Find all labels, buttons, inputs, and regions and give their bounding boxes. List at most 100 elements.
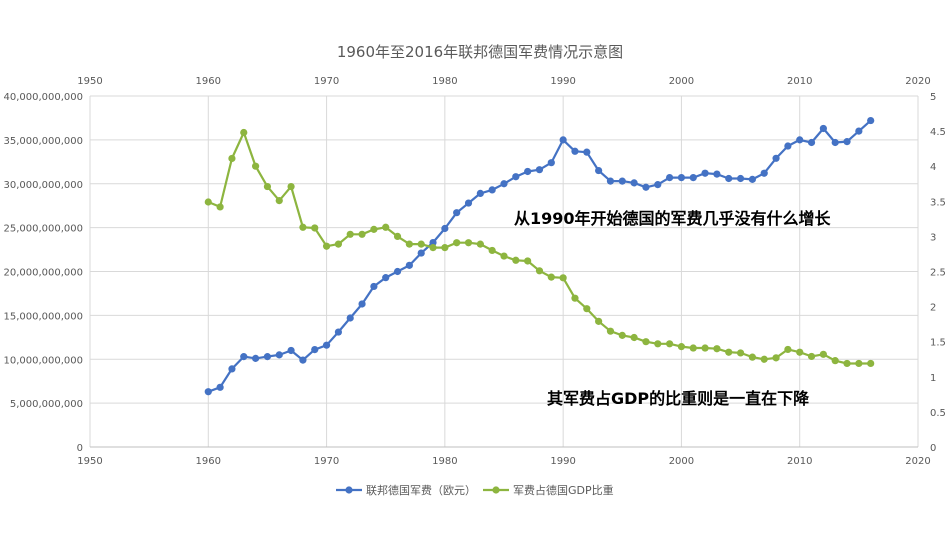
y-right-tick-label: 3.5 (930, 197, 946, 208)
data-point-military-spending (382, 274, 390, 282)
data-point-gdp-share (760, 355, 768, 363)
data-point-military-spending (831, 138, 839, 147)
x-tick-label-bottom: 1970 (314, 456, 339, 467)
data-point-military-spending (736, 174, 745, 183)
data-point-gdp-share (559, 274, 567, 282)
data-point-gdp-share (819, 350, 827, 358)
data-point-gdp-share (595, 317, 603, 325)
axes: 1950 1950 1960 1960 1970 1970 1980 1980 1990 1990… (3, 76, 945, 467)
data-point-military-spending (263, 353, 272, 361)
legend-item-military-spending: 联邦德国军费（欧元） (336, 483, 476, 497)
data-point-military-spending (654, 181, 662, 189)
data-point-gdp-share (748, 353, 757, 361)
y-right-tick-label: 1.5 (930, 338, 946, 349)
data-point-gdp-share (263, 182, 272, 191)
data-point-military-spending (618, 177, 626, 185)
data-point-military-spending (583, 148, 591, 156)
data-point-gdp-share (689, 344, 697, 352)
data-point-gdp-share (855, 359, 863, 368)
data-point-military-spending (666, 174, 674, 182)
data-point-gdp-share (346, 230, 354, 238)
data-point-gdp-share (358, 230, 366, 238)
data-point-military-spending (855, 127, 863, 135)
x-tick-label-top: 1960 (196, 76, 221, 87)
data-point-military-spending (843, 138, 851, 146)
annotation-gdp-decline: 其军费占GDP的比重则是一直在下降 (547, 389, 810, 408)
data-point-military-spending (228, 365, 236, 373)
data-point-gdp-share (606, 327, 615, 335)
gridlines (89, 95, 919, 448)
legend-marker-military-spending (345, 486, 353, 494)
data-point-military-spending (346, 314, 354, 322)
data-point-gdp-share (725, 348, 733, 356)
y-right-tick-label: 0.5 (930, 408, 946, 419)
data-point-military-spending (311, 345, 319, 354)
y-right-tick-label: 4.5 (930, 127, 946, 138)
data-point-military-spending (807, 138, 816, 147)
y-right-tick-label: 0 (930, 443, 936, 454)
data-point-military-spending (453, 209, 461, 217)
data-point-military-spending (760, 169, 768, 177)
data-point-military-spending (287, 346, 295, 355)
data-point-gdp-share (772, 354, 780, 362)
series-line-military-spending (207, 119, 872, 393)
data-point-military-spending (819, 124, 827, 133)
data-point-military-spending (784, 142, 792, 150)
data-point-gdp-share (831, 357, 839, 365)
x-tick-label-top: 1980 (432, 76, 457, 87)
annotation-1990-growth: 从1990年开始德国的军费几乎没有什么增长 (514, 209, 832, 228)
legend-label-military-spending: 联邦德国军费（欧元） (366, 483, 476, 497)
data-point-gdp-share (228, 154, 236, 163)
x-tick-label-bottom: 2010 (787, 456, 812, 467)
data-point-military-spending (772, 154, 780, 162)
x-tick-label-bottom: 2020 (905, 456, 930, 467)
data-point-gdp-share (287, 182, 295, 191)
data-point-military-spending (417, 249, 425, 257)
x-tick-label-top: 2020 (905, 76, 930, 87)
y-left-tick-label: 5,000,000,000 (10, 399, 83, 410)
y-left-tick-label: 40,000,000,000 (3, 92, 83, 103)
legend-marker-gdp-share (492, 486, 500, 494)
data-point-military-spending (299, 356, 307, 364)
data-point-gdp-share (370, 225, 378, 233)
data-point-gdp-share (843, 359, 851, 368)
data-point-gdp-share (677, 343, 686, 351)
data-point-gdp-share (630, 333, 638, 342)
legend: 联邦德国军费（欧元） 军费占德国GDP比重 (336, 483, 614, 497)
data-point-gdp-share (535, 267, 544, 275)
y-left-tick-label: 15,000,000,000 (3, 311, 83, 322)
data-point-military-spending (252, 354, 260, 362)
y-left-tick-label: 20,000,000,000 (3, 268, 83, 279)
data-point-gdp-share (204, 198, 212, 206)
data-point-gdp-share (393, 232, 402, 240)
data-point-military-spending (275, 351, 283, 359)
data-point-military-spending (606, 177, 615, 185)
y-right-tick-label: 1 (930, 373, 936, 384)
data-point-military-spending (370, 282, 378, 291)
data-point-military-spending (441, 224, 449, 233)
data-point-gdp-share (382, 223, 390, 231)
data-point-military-spending (512, 173, 520, 181)
legend-item-gdp-share: 军费占德国GDP比重 (483, 483, 614, 497)
x-tick-label-top: 1970 (314, 76, 339, 87)
data-point-military-spending (725, 174, 733, 183)
data-point-gdp-share (252, 162, 260, 170)
data-point-military-spending (358, 300, 366, 308)
data-point-military-spending (547, 159, 555, 167)
data-point-gdp-share (796, 348, 804, 356)
data-point-military-spending (796, 136, 804, 144)
data-point-military-spending (476, 189, 484, 198)
data-point-gdp-share (299, 223, 307, 231)
y-right-tick-label: 5 (930, 92, 936, 103)
x-tick-label-bottom: 1980 (432, 456, 457, 467)
data-point-gdp-share (642, 338, 650, 346)
x-tick-label-top: 1990 (550, 76, 575, 87)
data-point-gdp-share (453, 239, 461, 247)
data-point-military-spending (559, 136, 567, 144)
data-point-gdp-share (488, 246, 496, 255)
y-right-tick-label: 4 (930, 162, 936, 173)
data-point-gdp-share (441, 244, 449, 252)
data-point-military-spending (713, 170, 721, 178)
data-point-gdp-share (784, 345, 792, 354)
